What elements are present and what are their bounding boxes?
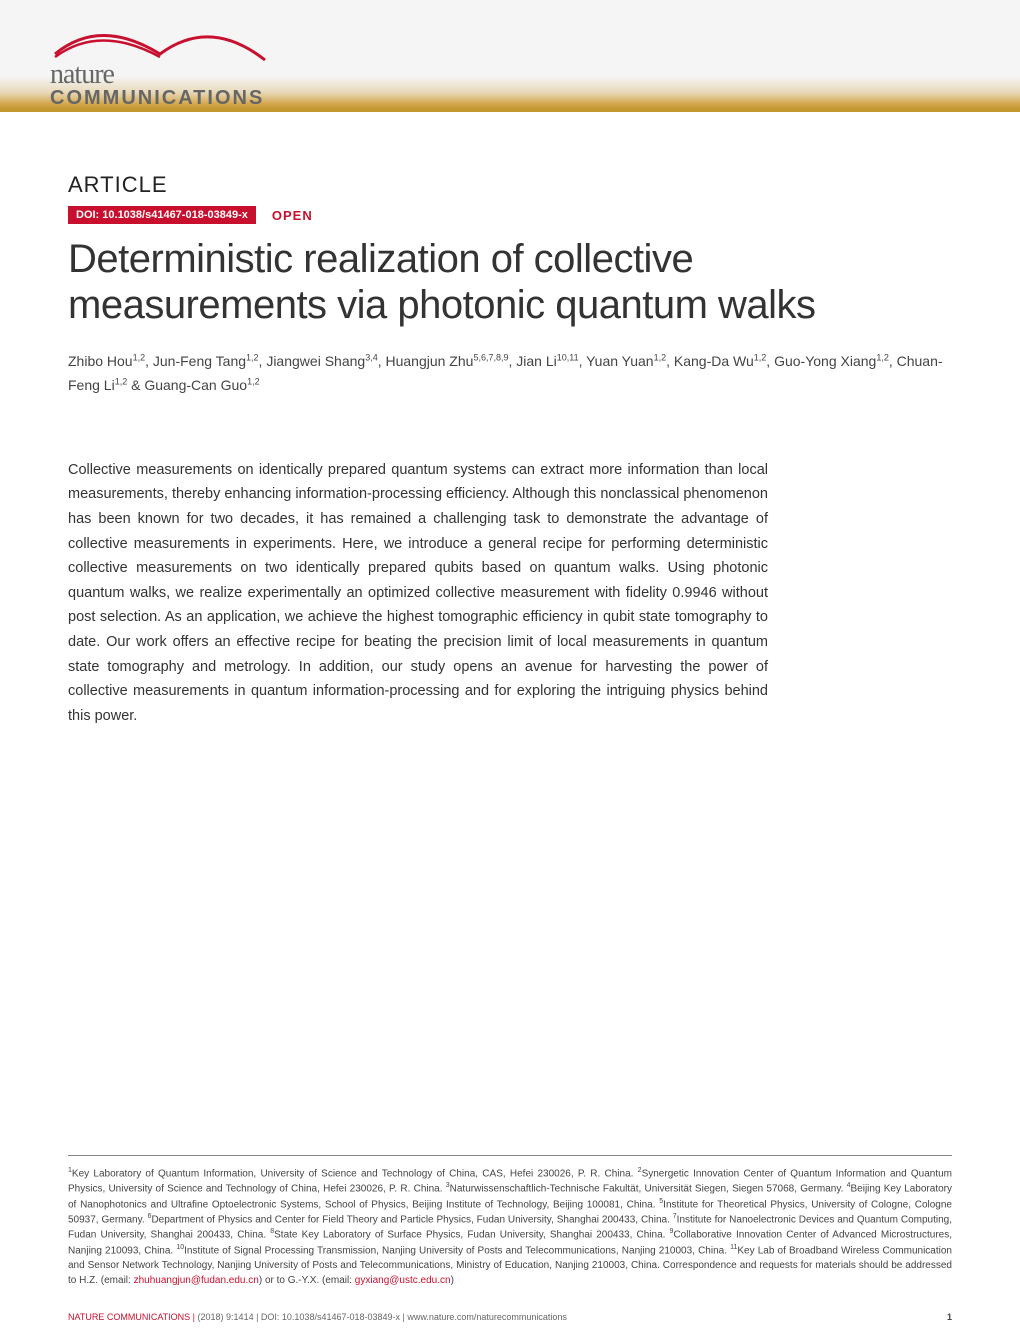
page-number: 1: [947, 1312, 952, 1322]
open-access-badge: OPEN: [272, 208, 313, 223]
footer-left-text: NATURE COMMUNICATIONS |: [68, 1312, 195, 1322]
authors-list: Zhibo Hou1,2, Jun-Feng Tang1,2, Jiangwei…: [68, 350, 952, 398]
abstract-text: Collective measurements on identically p…: [68, 458, 768, 729]
footer-center-text: (2018) 9:1414 | DOI: 10.1038/s41467-018-…: [198, 1312, 567, 1322]
article-title: Deterministic realization of collective …: [68, 236, 952, 328]
article-content: ARTICLE DOI: 10.1038/s41467-018-03849-x …: [0, 112, 1020, 729]
footer-journal: NATURE COMMUNICATIONS | (2018) 9:1414 | …: [68, 1312, 567, 1322]
journal-name-communications: COMMUNICATIONS: [50, 87, 270, 110]
page-footer: NATURE COMMUNICATIONS | (2018) 9:1414 | …: [68, 1312, 952, 1322]
doi-badge: DOI: 10.1038/s41467-018-03849-x: [68, 206, 256, 224]
article-type-label: ARTICLE: [68, 172, 952, 198]
logo-swoosh-icon: [50, 12, 270, 62]
journal-logo: nature COMMUNICATIONS: [50, 12, 270, 110]
journal-header-banner: nature COMMUNICATIONS: [0, 0, 1020, 112]
affiliations-block: 1Key Laboratory of Quantum Information, …: [68, 1155, 952, 1288]
doi-row: DOI: 10.1038/s41467-018-03849-x OPEN: [68, 206, 952, 224]
